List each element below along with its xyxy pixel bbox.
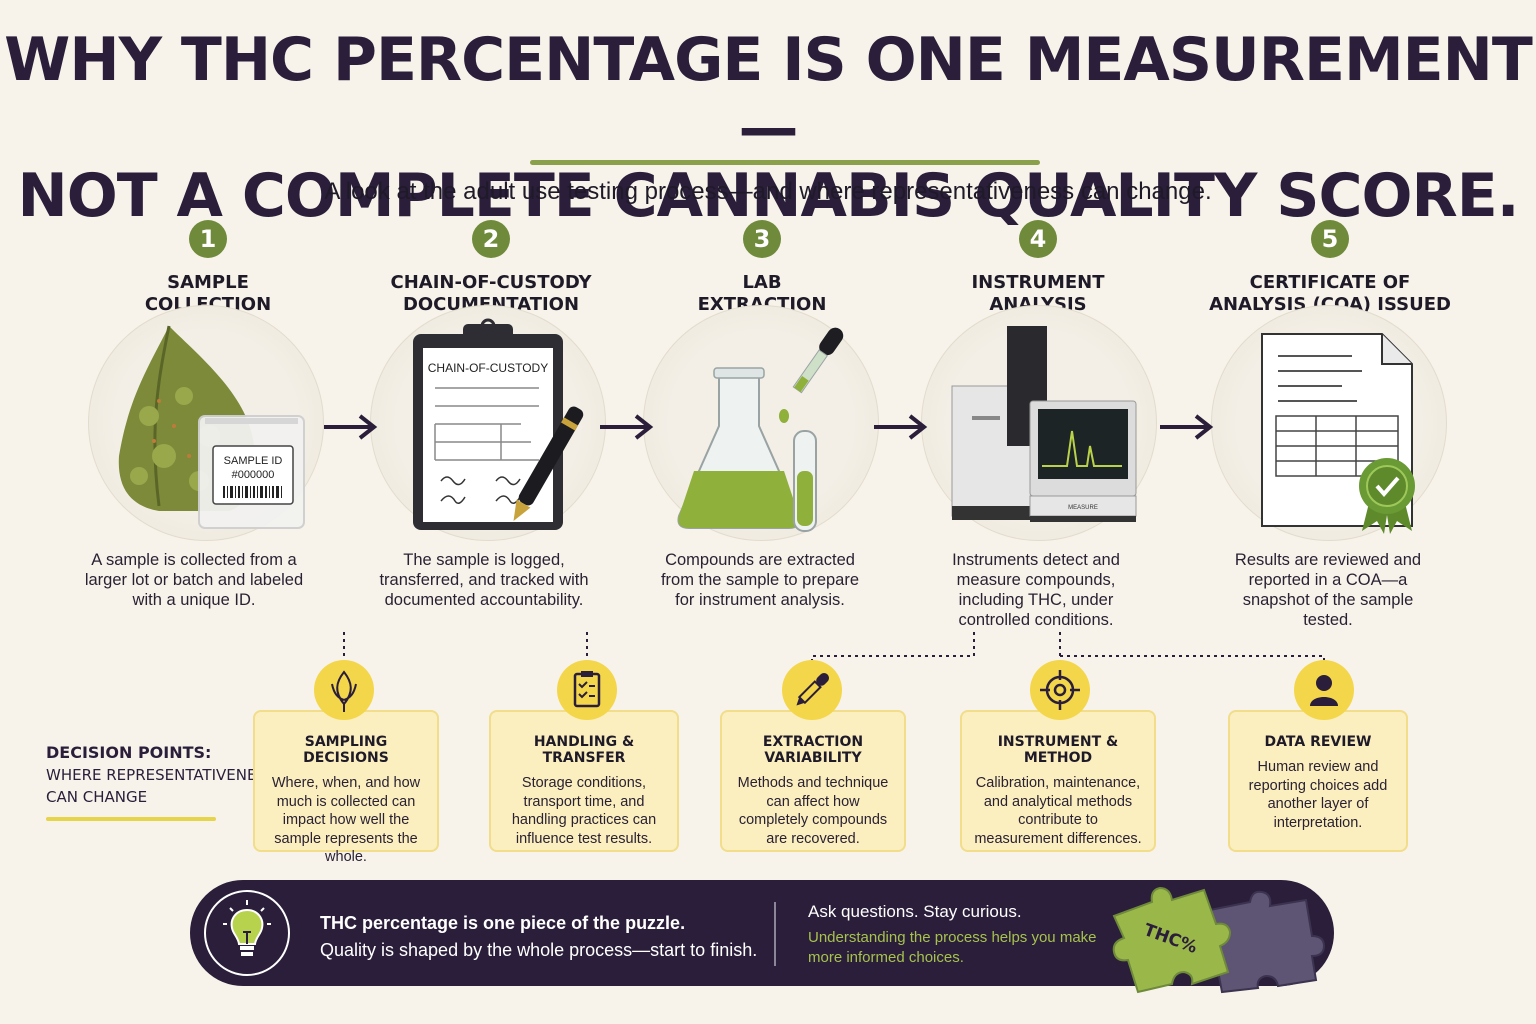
step-number: 3 <box>743 220 781 258</box>
decision-points-label: DECISION POINTS: WHERE REPRESENTATIVENES… <box>46 743 276 806</box>
decision-point-handling: HANDLING & TRANSFER Storage conditions, … <box>489 710 679 852</box>
crosshair-target-icon <box>1030 660 1090 720</box>
decision-point-instrument: INSTRUMENT & METHOD Calibration, mainten… <box>960 710 1156 852</box>
step-4-description: Instruments detect and measure compounds… <box>952 551 1120 629</box>
decision-point-title: EXTRACTION VARIABILITY <box>762 734 864 766</box>
decision-point-text: Methods and technique can affect how com… <box>737 775 889 847</box>
svg-text:#000000: #000000 <box>232 469 275 481</box>
certificate-seal-icon <box>1211 305 1447 541</box>
step-5: 5 CERTIFICATE OF ANALYSIS (COA) ISSUED <box>1200 220 1460 316</box>
subtitle: A look at the adult use testing process—… <box>324 178 1212 205</box>
arrow-right-icon <box>324 414 378 440</box>
step-number: 5 <box>1311 220 1349 258</box>
step-1-description: A sample is collected from a larger lot … <box>84 551 304 609</box>
footer-side-message: Ask questions. Stay curious. Understandi… <box>808 902 1097 966</box>
arrow-right-icon <box>874 414 928 440</box>
person-icon <box>1294 660 1354 720</box>
lightbulb-icon <box>204 890 290 976</box>
cannabis-leaf-icon <box>314 660 374 720</box>
step-4: 4 INSTRUMENTANALYSIS <box>908 220 1168 316</box>
step-2: 2 CHAIN-OF-CUSTODYDOCUMENTATION <box>361 220 621 316</box>
decision-point-data-review: DATA REVIEW Human review and reporting c… <box>1228 710 1408 852</box>
dropper-icon <box>782 660 842 720</box>
decision-point-title: INSTRUMENT & METHOD <box>997 734 1119 766</box>
decision-point-extraction: EXTRACTION VARIABILITY Methods and techn… <box>720 710 906 852</box>
decision-point-title: SAMPLING DECISIONS <box>303 734 389 766</box>
flask-dropper-icon <box>643 305 879 541</box>
decision-point-title: HANDLING & TRANSFER <box>533 734 635 766</box>
step-number: 2 <box>472 220 510 258</box>
svg-text:MEASURE: MEASURE <box>1068 505 1098 511</box>
decision-point-text: Human review and reporting choices add a… <box>1248 759 1388 831</box>
step-number: 4 <box>1019 220 1057 258</box>
svg-text:SAMPLE ID: SAMPLE ID <box>224 455 283 467</box>
clipboard-pen-icon: CHAIN-OF-CUSTODY <box>370 305 606 541</box>
clipboard-checklist-icon <box>557 660 617 720</box>
svg-text:CHAIN-OF-CUSTODY: CHAIN-OF-CUSTODY <box>428 361 548 375</box>
step-number: 1 <box>189 220 227 258</box>
step-title: CERTIFICATE OF ANALYSIS (COA) ISSUED <box>1209 272 1451 315</box>
puzzle-pieces-icon: THC% <box>1112 886 1326 994</box>
title-line-2: NOT A COMPLETE CANNABIS QUALITY SCORE. <box>17 161 1520 231</box>
decision-point-title: DATA REVIEW <box>1264 734 1372 750</box>
step-1: 1 SAMPLECOLLECTION <box>78 220 338 316</box>
decision-point-sampling: SAMPLING DECISIONS Where, when, and how … <box>253 710 439 865</box>
decision-point-text: Where, when, and how much is collected c… <box>271 775 421 865</box>
title-underline <box>530 160 1040 165</box>
lab-instrument-icon: MEASURE <box>921 305 1157 541</box>
decision-point-text: Storage conditions, transport time, and … <box>511 775 657 847</box>
step-5-description: Results are reviewed and reported in a C… <box>1234 551 1422 629</box>
step-3-description: Compounds are extracted from the sample … <box>660 551 860 609</box>
title-line-1: WHY THC PERCENTAGE IS ONE MEASUREMENT— <box>4 25 1533 163</box>
arrow-right-icon <box>600 414 654 440</box>
decision-point-text: Calibration, maintenance, and analytical… <box>974 775 1142 847</box>
step-2-description: The sample is logged, transferred, and t… <box>379 551 589 609</box>
step-title: CHAIN-OF-CUSTODYDOCUMENTATION <box>390 272 592 315</box>
page-title: WHY THC PERCENTAGE IS ONE MEASUREMENT— N… <box>0 26 1536 230</box>
decision-points-underline <box>46 817 216 821</box>
footer-main-message: THC percentage is one piece of the puzzl… <box>320 913 758 960</box>
arrow-right-icon <box>1160 414 1214 440</box>
step-3: 3 LABEXTRACTION <box>632 220 892 316</box>
cannabis-bud-sample-bag-icon: SAMPLE ID #000000 <box>88 305 324 541</box>
footer-divider <box>774 902 776 966</box>
